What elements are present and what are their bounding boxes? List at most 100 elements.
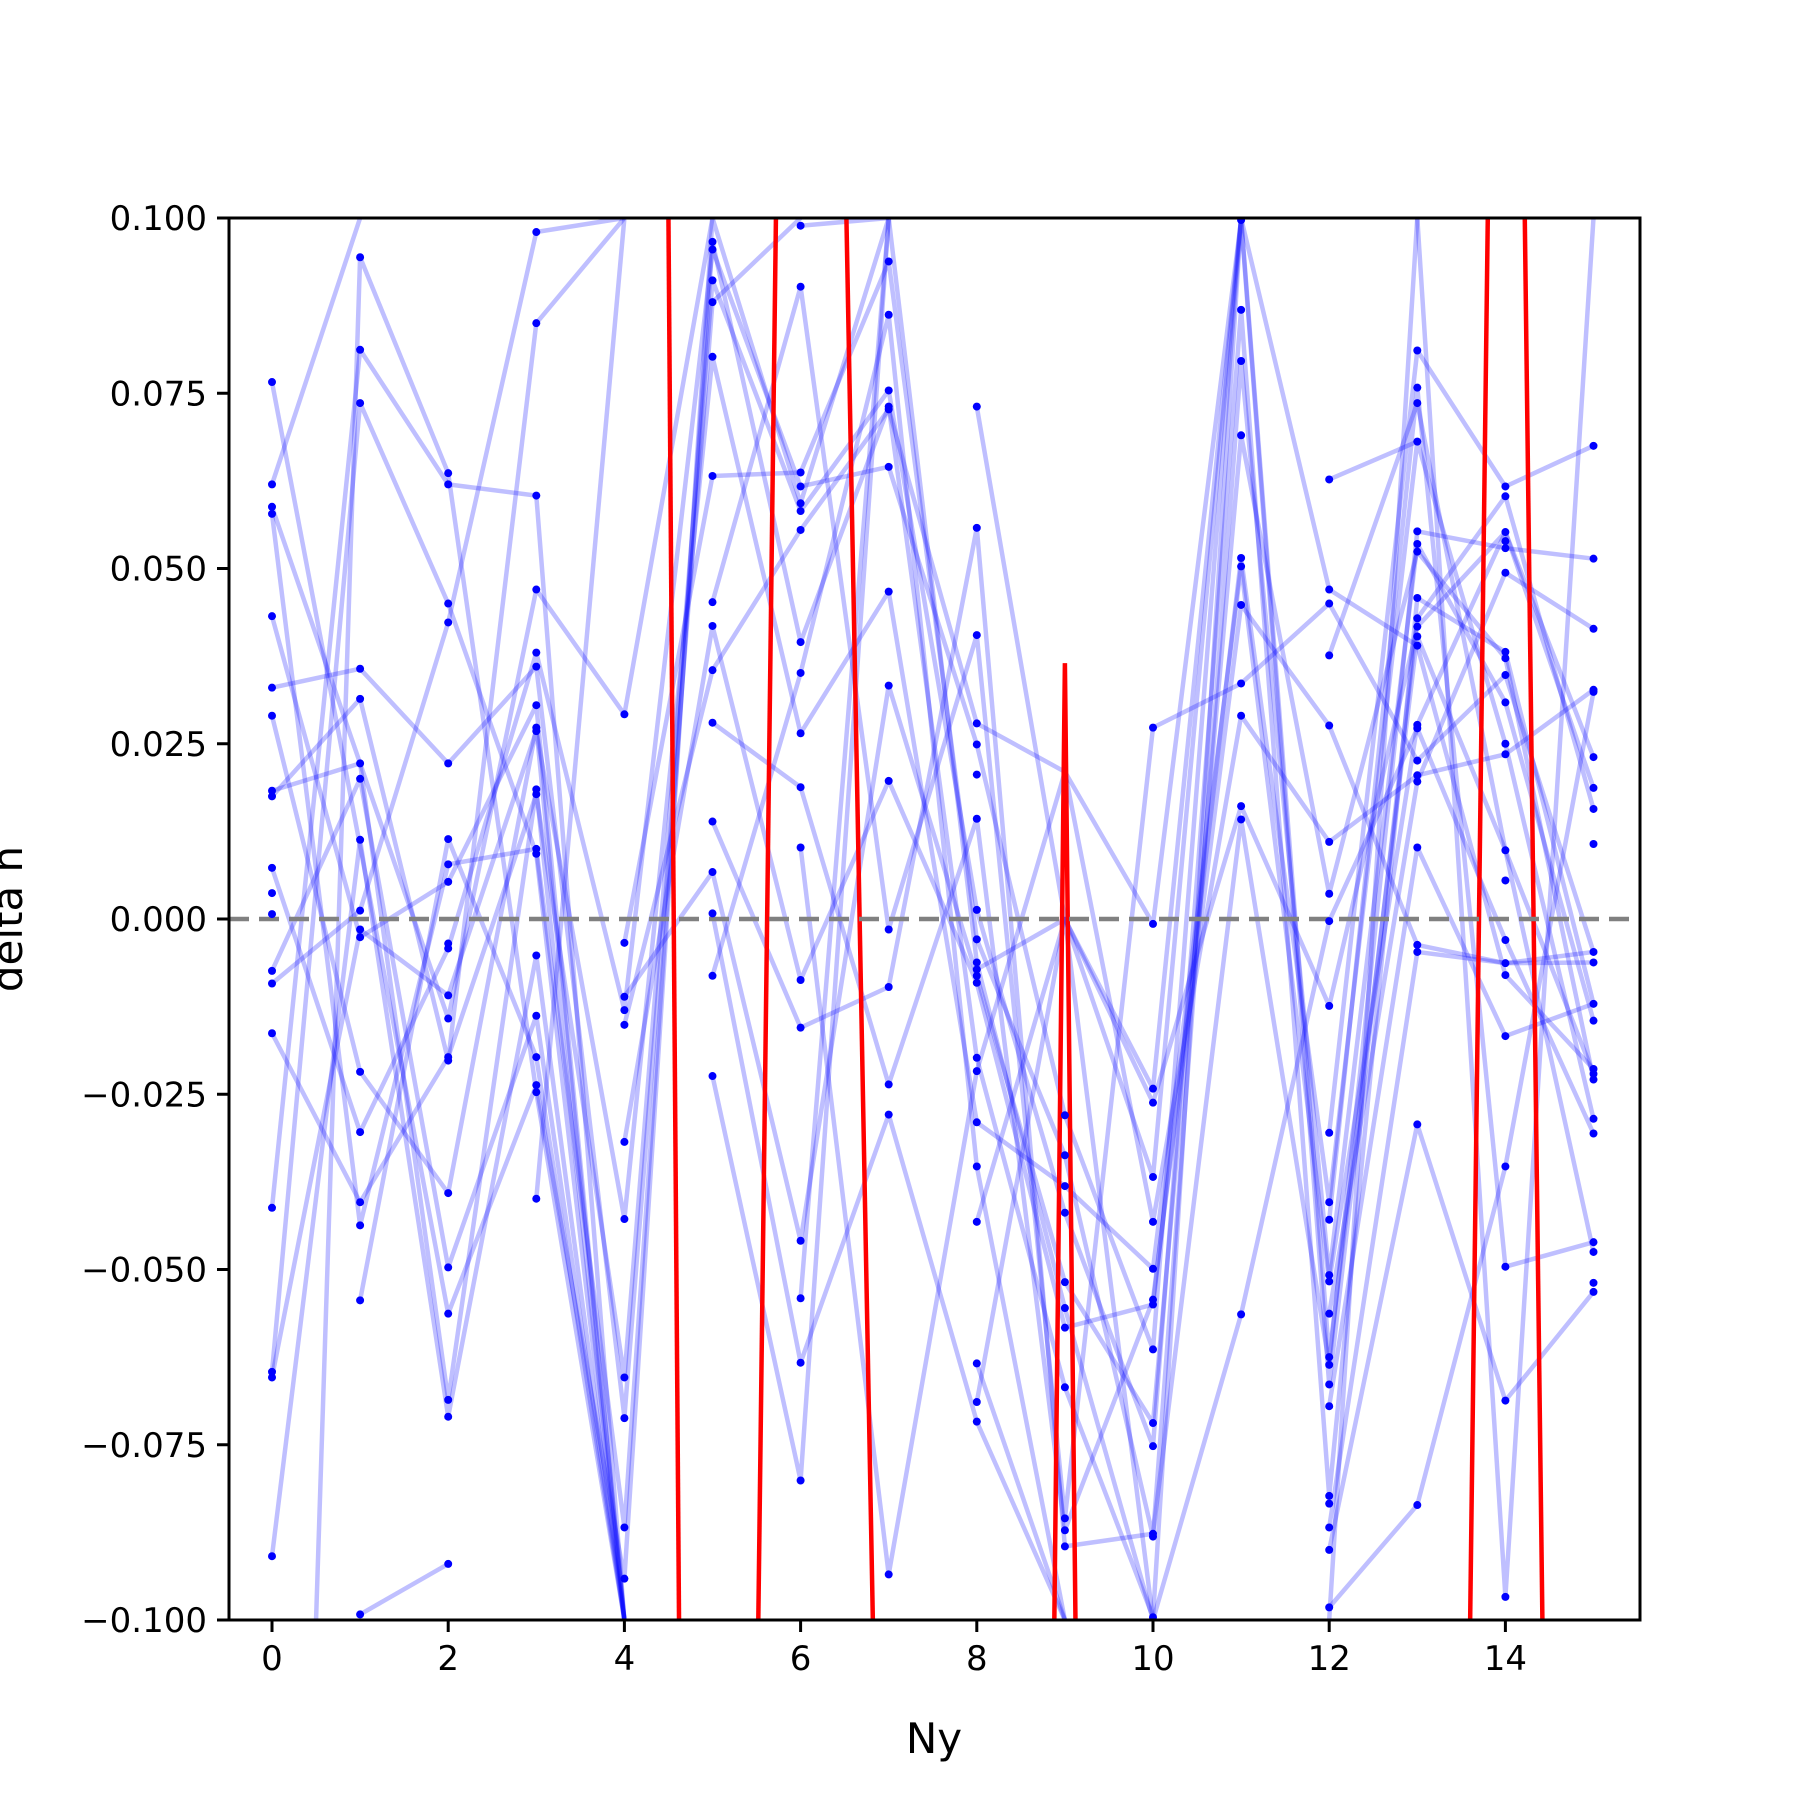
data-point	[1501, 1396, 1510, 1405]
red-series-line-1	[756, 218, 779, 1620]
data-point	[1237, 562, 1246, 571]
data-point	[796, 1023, 805, 1032]
data-point	[1149, 1532, 1157, 1541]
data-point	[268, 966, 276, 975]
data-point	[444, 1056, 453, 1065]
data-point	[1237, 431, 1246, 440]
x-tick-label: 12	[1308, 1639, 1351, 1679]
data-point	[532, 727, 541, 736]
data-point	[268, 1367, 276, 1376]
data-point	[268, 612, 276, 621]
blue-series-line-38	[974, 916, 1156, 1620]
data-point	[1589, 839, 1598, 848]
blue-series-line-3	[269, 218, 1596, 1620]
data-point	[1325, 1128, 1334, 1137]
data-point	[796, 975, 805, 984]
data-point	[1060, 1278, 1069, 1287]
data-point	[1589, 554, 1598, 563]
data-point	[796, 843, 805, 852]
data-point	[1060, 1208, 1069, 1217]
data-point	[1589, 687, 1598, 696]
data-point	[1501, 568, 1510, 577]
data-point	[444, 759, 453, 768]
data-point	[268, 863, 276, 872]
data-point	[708, 621, 717, 630]
data-point	[620, 1137, 629, 1146]
data-point	[620, 938, 629, 947]
data-point	[1413, 547, 1422, 556]
data-point	[1237, 679, 1246, 688]
data-point	[1501, 528, 1510, 537]
data-point	[1325, 1523, 1334, 1532]
data-point	[884, 982, 893, 991]
data-point	[972, 1067, 981, 1076]
data-point	[1589, 753, 1598, 762]
y-tick-label: −0.075	[81, 1426, 207, 1466]
data-point	[620, 1006, 629, 1015]
data-point	[444, 1412, 453, 1421]
data-point	[620, 1574, 629, 1583]
data-point	[972, 971, 981, 980]
data-point	[1501, 492, 1510, 501]
x-tick-label: 6	[790, 1639, 812, 1679]
data-point	[1501, 544, 1510, 553]
blue-series-line-20	[534, 218, 627, 1199]
data-point	[1060, 1514, 1069, 1523]
data-point	[884, 1080, 893, 1089]
data-point	[972, 523, 981, 532]
blue-series-line-42	[1327, 400, 1596, 1075]
data-point	[1501, 1592, 1510, 1601]
blue-series-line-15	[269, 354, 1596, 1378]
data-point	[972, 770, 981, 779]
data-point	[796, 1476, 805, 1485]
blue-series-line-21	[622, 259, 1596, 1539]
data-point	[620, 1523, 629, 1532]
y-tick-label: −0.025	[81, 1075, 207, 1115]
x-tick-label: 0	[261, 1639, 283, 1679]
data-point	[532, 662, 541, 671]
data-point	[268, 509, 276, 518]
data-point	[796, 525, 805, 534]
data-point	[268, 979, 276, 988]
data-point	[444, 860, 453, 869]
data-point	[532, 1081, 541, 1090]
data-point	[1325, 1545, 1334, 1554]
data-point	[620, 992, 629, 1001]
data-point	[1589, 958, 1598, 967]
data-point	[884, 587, 893, 596]
data-point	[796, 1358, 805, 1367]
data-point	[1501, 959, 1510, 968]
blue-series-line-9	[269, 218, 1596, 1352]
data-point	[356, 1610, 365, 1619]
data-point	[356, 835, 365, 844]
data-point	[972, 905, 981, 914]
data-point	[708, 237, 717, 246]
blue-series-line-43	[1326, 348, 1595, 1134]
data-point	[268, 378, 276, 387]
data-point	[1060, 1383, 1069, 1392]
data-point	[708, 971, 717, 980]
data-point	[1149, 1442, 1157, 1451]
blue-series-line-44	[1326, 385, 1595, 1269]
data-point	[268, 1203, 276, 1212]
data-point	[532, 1011, 541, 1020]
data-point	[972, 1217, 981, 1226]
data-point	[1589, 1247, 1598, 1256]
data-point	[1149, 1300, 1157, 1309]
data-point	[356, 1296, 365, 1305]
data-point	[1149, 1172, 1157, 1181]
data-point	[444, 599, 453, 608]
data-point	[1413, 940, 1422, 949]
data-point	[268, 910, 276, 919]
data-point	[1413, 843, 1422, 852]
data-point	[444, 1395, 453, 1404]
data-point	[268, 502, 276, 511]
data-point	[1501, 537, 1510, 546]
data-point	[1413, 539, 1422, 548]
data-point	[884, 681, 893, 690]
data-point	[356, 1067, 365, 1076]
data-point	[1149, 1345, 1157, 1354]
data-point	[1237, 711, 1246, 720]
blue-series-line-34	[974, 218, 1244, 1180]
